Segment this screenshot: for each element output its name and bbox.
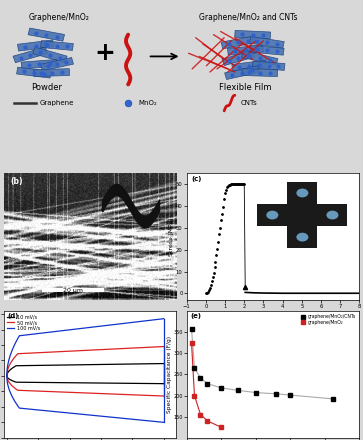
graphene/MnO₂/CNTs xyxy=(274,391,279,396)
Polygon shape xyxy=(17,40,54,51)
Y-axis label: Specific Capacitance (F/g): Specific Capacitance (F/g) xyxy=(167,336,172,413)
Text: MnO₂: MnO₂ xyxy=(139,100,158,106)
Polygon shape xyxy=(222,51,255,66)
graphene/MnO₂/CNTs xyxy=(198,375,203,381)
graphene/MnO₂/CNTs xyxy=(254,390,258,395)
Polygon shape xyxy=(250,45,284,55)
Line: graphene/MnO₂: graphene/MnO₂ xyxy=(189,341,223,429)
Legend: graphene/MnO₂/CNTs, graphene/MnO₂: graphene/MnO₂/CNTs, graphene/MnO₂ xyxy=(300,313,357,326)
Text: CNTs: CNTs xyxy=(240,100,257,106)
Polygon shape xyxy=(13,47,48,62)
Line: graphene/MnO₂/CNTs: graphene/MnO₂/CNTs xyxy=(189,327,335,401)
Polygon shape xyxy=(41,40,73,51)
Text: Flexible Film: Flexible Film xyxy=(219,83,272,92)
Legend: 10 mV/s, 50 mV/s, 100 mV/s: 10 mV/s, 50 mV/s, 100 mV/s xyxy=(6,313,41,332)
Polygon shape xyxy=(33,47,67,62)
Polygon shape xyxy=(28,28,65,41)
Text: Powder: Powder xyxy=(31,83,62,92)
Text: Graphene/MnO₂ and CNTs: Graphene/MnO₂ and CNTs xyxy=(199,14,298,22)
Polygon shape xyxy=(228,45,264,55)
graphene/MnO₂/CNTs xyxy=(189,326,194,331)
graphene/MnO₂ xyxy=(189,340,194,345)
Polygon shape xyxy=(249,37,284,48)
graphene/MnO₂/CNTs xyxy=(331,396,336,402)
Text: (b): (b) xyxy=(11,177,23,186)
Polygon shape xyxy=(232,60,266,71)
graphene/MnO₂/CNTs xyxy=(205,381,209,386)
Text: Graphene: Graphene xyxy=(39,100,74,106)
Text: (e): (e) xyxy=(190,313,201,319)
Y-axis label: Stress (MPa): Stress (MPa) xyxy=(170,217,174,256)
Polygon shape xyxy=(221,36,256,49)
Polygon shape xyxy=(21,59,57,69)
Polygon shape xyxy=(17,67,51,78)
Text: (d): (d) xyxy=(7,313,19,319)
Text: Graphene/MnO₂: Graphene/MnO₂ xyxy=(29,14,89,22)
graphene/MnO₂/CNTs xyxy=(236,388,241,393)
Polygon shape xyxy=(225,66,259,80)
X-axis label: strain (%): strain (%) xyxy=(258,311,288,315)
graphene/MnO₂/CNTs xyxy=(288,392,293,398)
Text: (c): (c) xyxy=(192,176,202,182)
Text: +: + xyxy=(95,41,115,65)
Polygon shape xyxy=(34,69,70,77)
graphene/MnO₂/CNTs xyxy=(219,385,223,391)
Polygon shape xyxy=(235,30,270,39)
Text: 20 μm: 20 μm xyxy=(63,288,83,293)
graphene/MnO₂ xyxy=(205,418,209,424)
Bar xyxy=(42,288,104,293)
Polygon shape xyxy=(241,51,278,65)
Polygon shape xyxy=(242,69,278,77)
graphene/MnO₂ xyxy=(198,412,203,417)
Polygon shape xyxy=(41,58,73,71)
Polygon shape xyxy=(252,61,285,70)
graphene/MnO₂ xyxy=(192,393,197,398)
graphene/MnO₂ xyxy=(219,425,223,430)
graphene/MnO₂/CNTs xyxy=(192,365,197,370)
